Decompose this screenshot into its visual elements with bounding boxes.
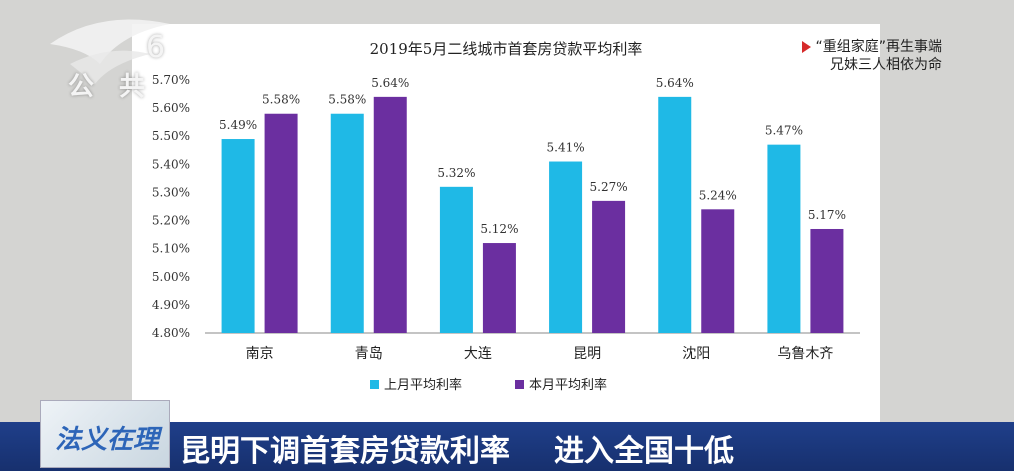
headline: 昆明下调首套房贷款利率 进入全国十低	[180, 426, 734, 470]
x-tick-label: 乌鲁木齐	[777, 346, 833, 362]
data-label: 5.64%	[656, 76, 694, 90]
play-icon	[802, 41, 812, 53]
data-label: 5.32%	[437, 166, 475, 180]
bar-this-month	[373, 96, 407, 333]
legend-label: 本月平均利率	[529, 377, 607, 393]
headline-part-1: 昆明下调首套房贷款利率	[180, 434, 510, 469]
bar-last-month	[221, 139, 255, 333]
bar-this-month	[264, 113, 298, 333]
bar-last-month	[549, 161, 583, 333]
y-tick-label: 5.30%	[152, 185, 190, 199]
data-label: 5.58%	[262, 93, 300, 107]
data-label: 5.47%	[765, 124, 803, 138]
promo-line-2: 兄妹三人相依为命	[830, 57, 942, 73]
chart-title: 2019年5月二线城市首套房贷款平均利率	[370, 40, 643, 58]
y-tick-label: 5.70%	[152, 73, 190, 87]
chart-panel	[132, 24, 880, 422]
data-label: 5.41%	[547, 141, 585, 155]
y-tick-label: 5.50%	[152, 129, 190, 143]
data-label: 5.27%	[590, 180, 628, 194]
promo-banner: “重组家庭”再生事端 兄妹三人相依为命	[802, 38, 942, 74]
y-tick-label: 5.60%	[152, 101, 190, 115]
y-tick-label: 5.20%	[152, 214, 190, 228]
bar-this-month	[482, 243, 516, 333]
x-tick-label: 昆明	[573, 346, 601, 362]
headline-part-2: 进入全国十低	[554, 434, 734, 469]
y-tick-label: 4.90%	[152, 298, 190, 312]
y-tick-label: 4.80%	[152, 326, 190, 340]
legend-swatch	[515, 380, 524, 389]
x-tick-label: 大连	[464, 346, 492, 362]
legend: 上月平均利率 本月平均利率	[370, 377, 607, 393]
channel-name: 公 共	[68, 72, 154, 102]
legend-label: 上月平均利率	[384, 377, 462, 393]
bar-last-month	[330, 113, 364, 333]
data-label: 5.17%	[808, 208, 846, 222]
data-label: 5.24%	[699, 188, 737, 202]
bar-last-month	[439, 186, 473, 333]
channel-logo-icon	[50, 19, 170, 84]
legend-swatch	[370, 380, 379, 389]
data-label: 5.12%	[480, 222, 518, 236]
x-tick-label: 沈阳	[682, 346, 710, 362]
show-logo-text: 法义在理	[55, 425, 160, 455]
data-label: 5.64%	[371, 76, 409, 90]
x-tick-label: 南京	[246, 346, 274, 362]
bar-this-month	[701, 209, 735, 333]
data-label: 5.49%	[219, 118, 257, 132]
bar-last-month	[658, 96, 692, 333]
bar-last-month	[767, 144, 801, 333]
y-tick-label: 5.00%	[152, 270, 190, 284]
channel-number: 6	[146, 30, 166, 65]
show-logo: 法义在理	[40, 400, 170, 468]
y-tick-label: 5.40%	[152, 157, 190, 171]
bar-this-month	[592, 200, 626, 333]
bar-this-month	[810, 228, 844, 333]
promo-line-1: “重组家庭”再生事端	[815, 39, 942, 55]
x-tick-label: 青岛	[355, 346, 383, 362]
y-tick-label: 5.10%	[152, 242, 190, 256]
plot-area: 4.80% 4.90% 5.00% 5.10% 5.20% 5.30% 5.40% 5.50%…	[152, 73, 860, 362]
data-label: 5.58%	[328, 93, 366, 107]
